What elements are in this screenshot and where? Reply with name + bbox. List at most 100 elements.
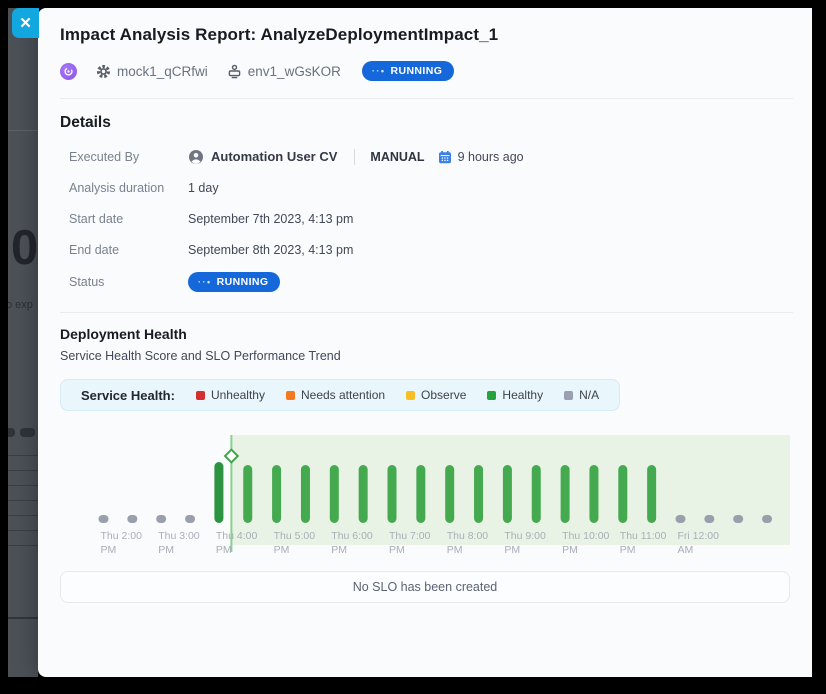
deployment-health-heading: Deployment Health [60, 326, 790, 342]
backdrop-list-line [8, 455, 38, 456]
environment-icon [227, 64, 242, 79]
detail-row-end-date: End date September 8th 2023, 4:13 pm [60, 234, 790, 265]
health-chart: Thu 2:00PMThu 3:00PMThu 4:00PMThu 5:00PM… [60, 427, 790, 565]
service-meta[interactable]: mock1_qCRfwi [96, 64, 208, 79]
chart-bar-healthy[interactable] [647, 465, 656, 523]
chart-bar-healthy[interactable] [214, 462, 223, 523]
chart-bar-na[interactable] [704, 515, 714, 523]
status-badge-label: RUNNING [217, 276, 269, 288]
backdrop-list-line [8, 485, 38, 486]
na-swatch-icon [564, 391, 573, 400]
service-name: mock1_qCRfwi [117, 64, 208, 79]
chart-bar-healthy[interactable] [561, 465, 570, 523]
environment-name: env1_wGsKOR [248, 64, 341, 79]
legend-title: Service Health: [81, 388, 175, 403]
chart-bar-na[interactable] [185, 515, 195, 523]
chart-bar-na[interactable] [99, 515, 109, 523]
backdrop-icon-fragment [20, 428, 35, 437]
legend-item-label: Unhealthy [211, 388, 265, 402]
detail-row-start-date: Start date September 7th 2023, 4:13 pm [60, 203, 790, 234]
unhealthy-swatch-icon [196, 391, 205, 400]
report-meta-row: mock1_qCRfwi env1_wGsKOR ··• RUNNING [60, 60, 790, 82]
chart-bar-na[interactable] [733, 515, 743, 523]
running-dots-icon: ··• [372, 66, 386, 76]
detail-label: Executed By [69, 150, 188, 164]
service-health-legend: Service Health: Unhealthy Needs attentio… [60, 379, 620, 411]
chart-bar-healthy[interactable] [330, 465, 339, 523]
chart-bar-na[interactable] [762, 515, 772, 523]
calendar-icon [438, 150, 452, 164]
vertical-separator [354, 149, 355, 165]
chart-bar-healthy[interactable] [301, 465, 310, 523]
executed-time-ago: 9 hours ago [458, 150, 524, 164]
chart-bar-healthy[interactable] [589, 465, 598, 523]
close-icon: ✕ [19, 14, 32, 32]
chart-bar-healthy[interactable] [474, 465, 483, 523]
deployment-health-subtitle: Service Health Score and SLO Performance… [60, 349, 790, 363]
details-heading: Details [60, 114, 790, 132]
x-axis-label: Thu 3:00PM [158, 530, 200, 556]
chart-bar-na[interactable] [156, 515, 166, 523]
legend-item-label: Observe [421, 388, 466, 402]
slo-empty-state: No SLO has been created [60, 571, 790, 603]
modal-backdrop: 0 o exp [8, 8, 38, 677]
environment-meta[interactable]: env1_wGsKOR [227, 64, 341, 79]
executed-by-user: Automation User CV [188, 149, 337, 165]
user-icon [188, 149, 204, 165]
detail-label: Start date [69, 212, 188, 226]
report-avatar-icon [60, 63, 77, 80]
legend-item-label: Needs attention [301, 388, 385, 402]
backdrop-list-line [8, 515, 38, 516]
chart-bar-healthy[interactable] [416, 465, 425, 523]
chart-bar-healthy[interactable] [272, 465, 281, 523]
legend-item-na: N/A [564, 388, 599, 402]
chart-bar-healthy[interactable] [532, 465, 541, 523]
chart-bar-healthy[interactable] [359, 465, 368, 523]
status-badge: ··• RUNNING [362, 61, 454, 81]
slo-empty-message: No SLO has been created [353, 580, 498, 594]
chart-bar-healthy[interactable] [618, 465, 627, 523]
backdrop-partial-text: o exp [8, 299, 33, 311]
legend-item-label: N/A [579, 388, 599, 402]
chart-bar-healthy[interactable] [503, 465, 512, 523]
detail-row-analysis-duration: Analysis duration 1 day [60, 172, 790, 203]
needs-attention-swatch-icon [286, 391, 295, 400]
x-axis-label: Thu 2:00PM [101, 530, 143, 556]
observe-swatch-icon [406, 391, 415, 400]
backdrop-list-line [8, 530, 38, 531]
backdrop-list-line [8, 500, 38, 501]
health-chart-svg: Thu 2:00PMThu 3:00PMThu 4:00PMThu 5:00PM… [60, 427, 790, 565]
modal-title: Impact Analysis Report: AnalyzeDeploymen… [60, 25, 790, 45]
detail-value: 1 day [188, 181, 219, 195]
legend-item-healthy: Healthy [487, 388, 543, 402]
chart-bar-na[interactable] [127, 515, 137, 523]
executed-by-name: Automation User CV [211, 149, 337, 164]
healthy-swatch-icon [487, 391, 496, 400]
backdrop-list-line [8, 545, 38, 546]
backdrop-section-line [8, 617, 38, 619]
deployment-health-section: Deployment Health Service Health Score a… [38, 313, 812, 603]
detail-label: Status [69, 275, 188, 289]
legend-item-unhealthy: Unhealthy [196, 388, 265, 402]
chart-bar-healthy[interactable] [243, 465, 252, 523]
trigger-type: MANUAL [370, 150, 424, 164]
detail-row-executed-by: Executed By Automation User CV MANUAL [60, 141, 790, 172]
detail-row-status: Status ··• RUNNING [60, 265, 790, 299]
detail-label: End date [69, 243, 188, 257]
modal-header: Impact Analysis Report: AnalyzeDeploymen… [38, 8, 812, 82]
status-badge-label: RUNNING [390, 65, 442, 77]
gear-icon [96, 64, 111, 79]
chart-bar-healthy[interactable] [445, 465, 454, 523]
close-button[interactable]: ✕ [12, 8, 39, 38]
impact-analysis-modal: Impact Analysis Report: AnalyzeDeploymen… [38, 8, 812, 677]
legend-item-observe: Observe [406, 388, 466, 402]
chart-bar-na[interactable] [676, 515, 686, 523]
backdrop-big-number: 0 [11, 220, 36, 276]
chart-bar-healthy[interactable] [388, 465, 397, 523]
detail-value: September 8th 2023, 4:13 pm [188, 243, 353, 257]
running-dots-icon: ··• [198, 277, 212, 287]
detail-label: Analysis duration [69, 181, 188, 195]
legend-item-needs-attention: Needs attention [286, 388, 385, 402]
status-badge: ··• RUNNING [188, 272, 280, 292]
legend-item-label: Healthy [502, 388, 543, 402]
